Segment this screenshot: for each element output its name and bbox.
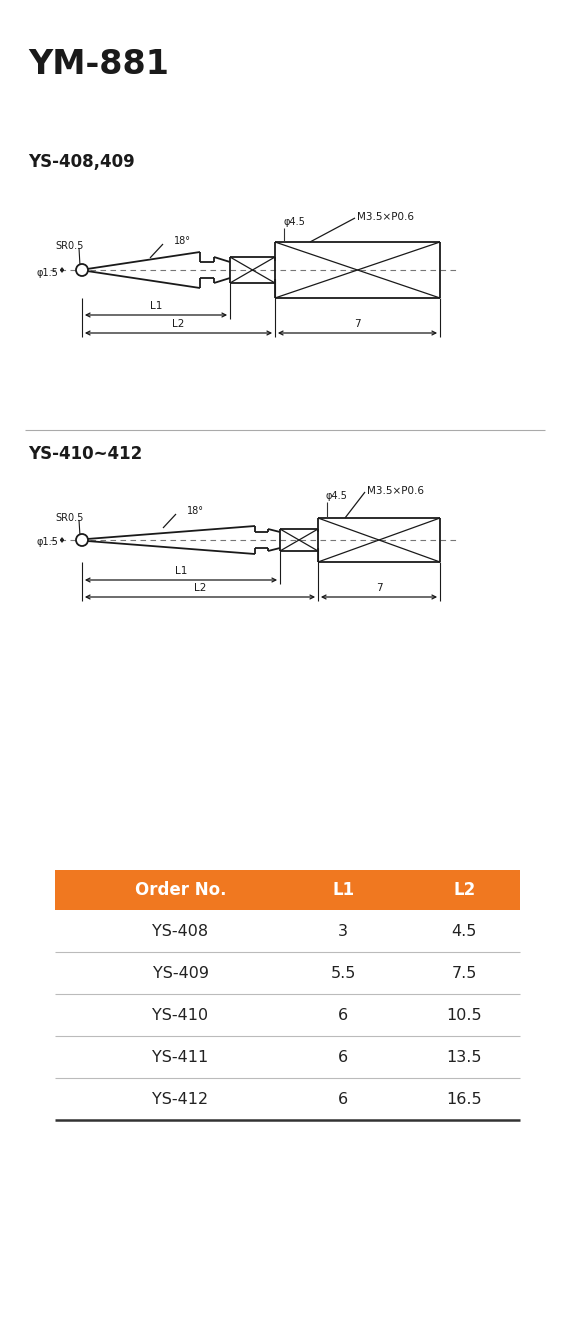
Text: φ1.5: φ1.5 bbox=[36, 537, 58, 547]
Text: L2: L2 bbox=[172, 319, 185, 328]
Text: YS-411: YS-411 bbox=[152, 1049, 209, 1064]
Text: φ1.5: φ1.5 bbox=[36, 268, 58, 278]
Text: 3: 3 bbox=[339, 924, 348, 939]
Text: 7.5: 7.5 bbox=[451, 965, 477, 980]
Text: L2: L2 bbox=[453, 881, 475, 898]
Text: 18°: 18° bbox=[174, 236, 191, 246]
Text: 10.5: 10.5 bbox=[446, 1008, 482, 1023]
Text: L1: L1 bbox=[332, 881, 355, 898]
Text: Order No.: Order No. bbox=[135, 881, 226, 898]
Text: 6: 6 bbox=[338, 1049, 348, 1064]
Text: YS-410~412: YS-410~412 bbox=[28, 445, 142, 463]
Text: YS-410: YS-410 bbox=[153, 1008, 209, 1023]
Text: M3.5×P0.6: M3.5×P0.6 bbox=[367, 486, 424, 497]
Circle shape bbox=[76, 264, 88, 276]
Text: 6: 6 bbox=[338, 1092, 348, 1107]
Text: M3.5×P0.6: M3.5×P0.6 bbox=[357, 212, 414, 222]
Text: 13.5: 13.5 bbox=[446, 1049, 482, 1064]
Text: SR0.5: SR0.5 bbox=[55, 242, 83, 251]
Text: YS-412: YS-412 bbox=[153, 1092, 209, 1107]
Text: L1: L1 bbox=[175, 566, 187, 575]
Text: 7: 7 bbox=[354, 319, 361, 328]
Text: φ4.5: φ4.5 bbox=[326, 491, 348, 501]
Circle shape bbox=[76, 534, 88, 546]
Text: YS-408: YS-408 bbox=[153, 924, 209, 939]
Text: 18°: 18° bbox=[187, 506, 204, 517]
Text: L1: L1 bbox=[150, 300, 162, 311]
Text: φ4.5: φ4.5 bbox=[283, 218, 305, 227]
Text: YS-408,409: YS-408,409 bbox=[28, 154, 135, 171]
Text: 7: 7 bbox=[376, 583, 382, 593]
Text: L2: L2 bbox=[194, 583, 206, 593]
Text: 5.5: 5.5 bbox=[331, 965, 356, 980]
Text: 4.5: 4.5 bbox=[451, 924, 477, 939]
Bar bbox=[55, 870, 520, 910]
Text: YS-409: YS-409 bbox=[153, 965, 209, 980]
Text: YM-881: YM-881 bbox=[28, 48, 169, 81]
Text: SR0.5: SR0.5 bbox=[55, 513, 83, 523]
Text: 16.5: 16.5 bbox=[446, 1092, 482, 1107]
Text: 6: 6 bbox=[338, 1008, 348, 1023]
